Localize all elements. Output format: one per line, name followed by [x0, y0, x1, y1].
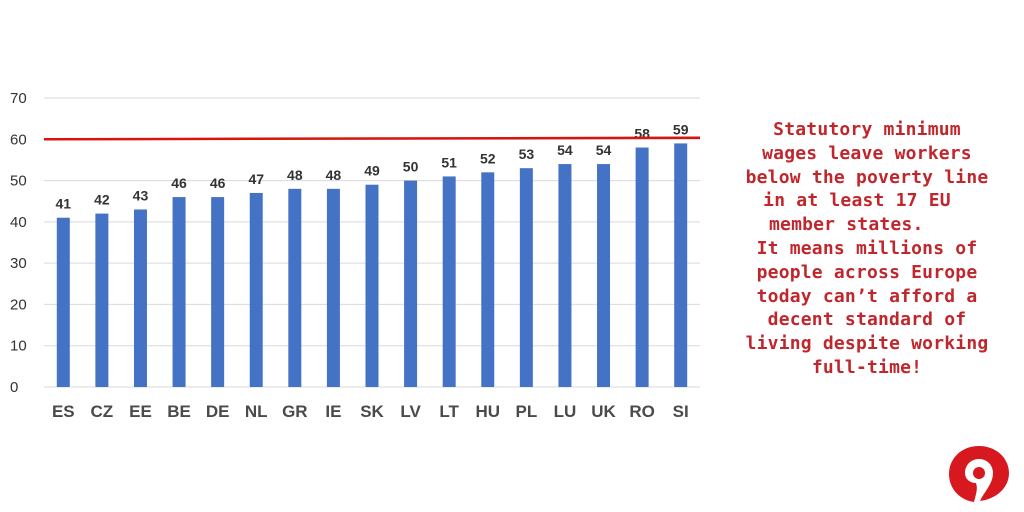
y-tick-label: 20	[10, 296, 27, 313]
data-label: 54	[596, 142, 612, 158]
y-tick-label: 70	[10, 90, 27, 107]
bar	[172, 197, 186, 387]
caption-line: wages leave workers	[762, 142, 972, 164]
y-tick-label: 50	[10, 173, 27, 190]
x-tick-label: UK	[591, 402, 616, 421]
bar	[519, 168, 533, 387]
data-label: 42	[94, 192, 110, 208]
caption-line: member states.	[769, 214, 924, 236]
caption-line: below the poverty line	[745, 166, 989, 188]
brand-logo-icon	[946, 443, 1012, 509]
x-tick-label: IE	[325, 402, 341, 421]
data-label: 48	[326, 167, 342, 183]
x-tick-label: SI	[673, 402, 689, 421]
data-label: 54	[557, 142, 573, 158]
bar	[674, 143, 688, 387]
data-label: 46	[171, 175, 187, 191]
bar	[481, 172, 495, 387]
data-label: 47	[248, 171, 264, 187]
caption-line: people across Europe	[756, 261, 978, 283]
bar	[133, 209, 147, 387]
x-tick-label: EE	[129, 402, 152, 421]
chart-svg: 0 10 20 30 40 50 60 70 41 ES 42 CZ 43 EE 46 BE 46 DE 47 NL 4…	[10, 90, 701, 421]
x-tick-label: SK	[360, 402, 384, 421]
bar-chart: 0 10 20 30 40 50 60 70 41 ES 42 CZ 43 EE 46 BE 46 DE 47 NL 4…	[0, 80, 712, 430]
bar	[365, 184, 379, 387]
y-tick-label: 40	[10, 214, 27, 231]
data-label: 41	[56, 196, 72, 212]
x-tick-label: RO	[629, 402, 655, 421]
data-label: 43	[133, 187, 149, 203]
data-label: 52	[480, 150, 496, 166]
caption-line: Statutory minimum	[773, 119, 961, 140]
x-tick-label: ES	[52, 402, 75, 421]
caption-line: decent standard of	[767, 309, 967, 331]
reference-line	[43, 136, 701, 141]
y-tick-label: 10	[10, 338, 27, 355]
x-tick-label: CZ	[91, 402, 114, 421]
x-tick-label: LU	[554, 402, 577, 421]
bar	[56, 217, 70, 387]
caption-line: It means millions of	[756, 237, 978, 259]
bar	[635, 147, 649, 387]
caption-text: Statutory minimum wages leave workers be…	[722, 118, 1012, 380]
y-tick-label: 60	[10, 131, 27, 148]
x-tick-label: HU	[475, 402, 500, 421]
x-tick-label: PL	[515, 402, 537, 421]
x-tick-label: BE	[167, 402, 191, 421]
bar	[95, 213, 109, 387]
data-label: 48	[287, 167, 303, 183]
data-label: 50	[403, 159, 419, 175]
x-tick-label: NL	[245, 402, 268, 421]
x-tick-label: GR	[282, 402, 308, 421]
bar	[249, 192, 263, 387]
bar	[558, 164, 572, 387]
data-label: 51	[441, 154, 457, 170]
bar	[288, 188, 302, 387]
data-label: 46	[210, 175, 226, 191]
caption-line: full-time!	[811, 356, 923, 378]
data-label: 59	[673, 121, 689, 137]
x-tick-label: LV	[400, 402, 421, 421]
bar	[404, 180, 418, 387]
caption-line: today can’t afford a	[756, 285, 978, 307]
bar	[326, 188, 340, 387]
caption-line: in at least 17 EU	[763, 190, 951, 212]
y-tick-label: 30	[10, 255, 27, 272]
bar	[442, 176, 456, 387]
bar	[211, 197, 225, 387]
bar	[597, 164, 611, 387]
caption-line: living despite working	[745, 333, 989, 355]
data-label: 53	[519, 146, 535, 162]
y-tick-label: 0	[10, 379, 18, 396]
x-tick-label: LT	[439, 402, 459, 421]
x-tick-label: DE	[206, 402, 230, 421]
data-label: 49	[364, 163, 380, 179]
